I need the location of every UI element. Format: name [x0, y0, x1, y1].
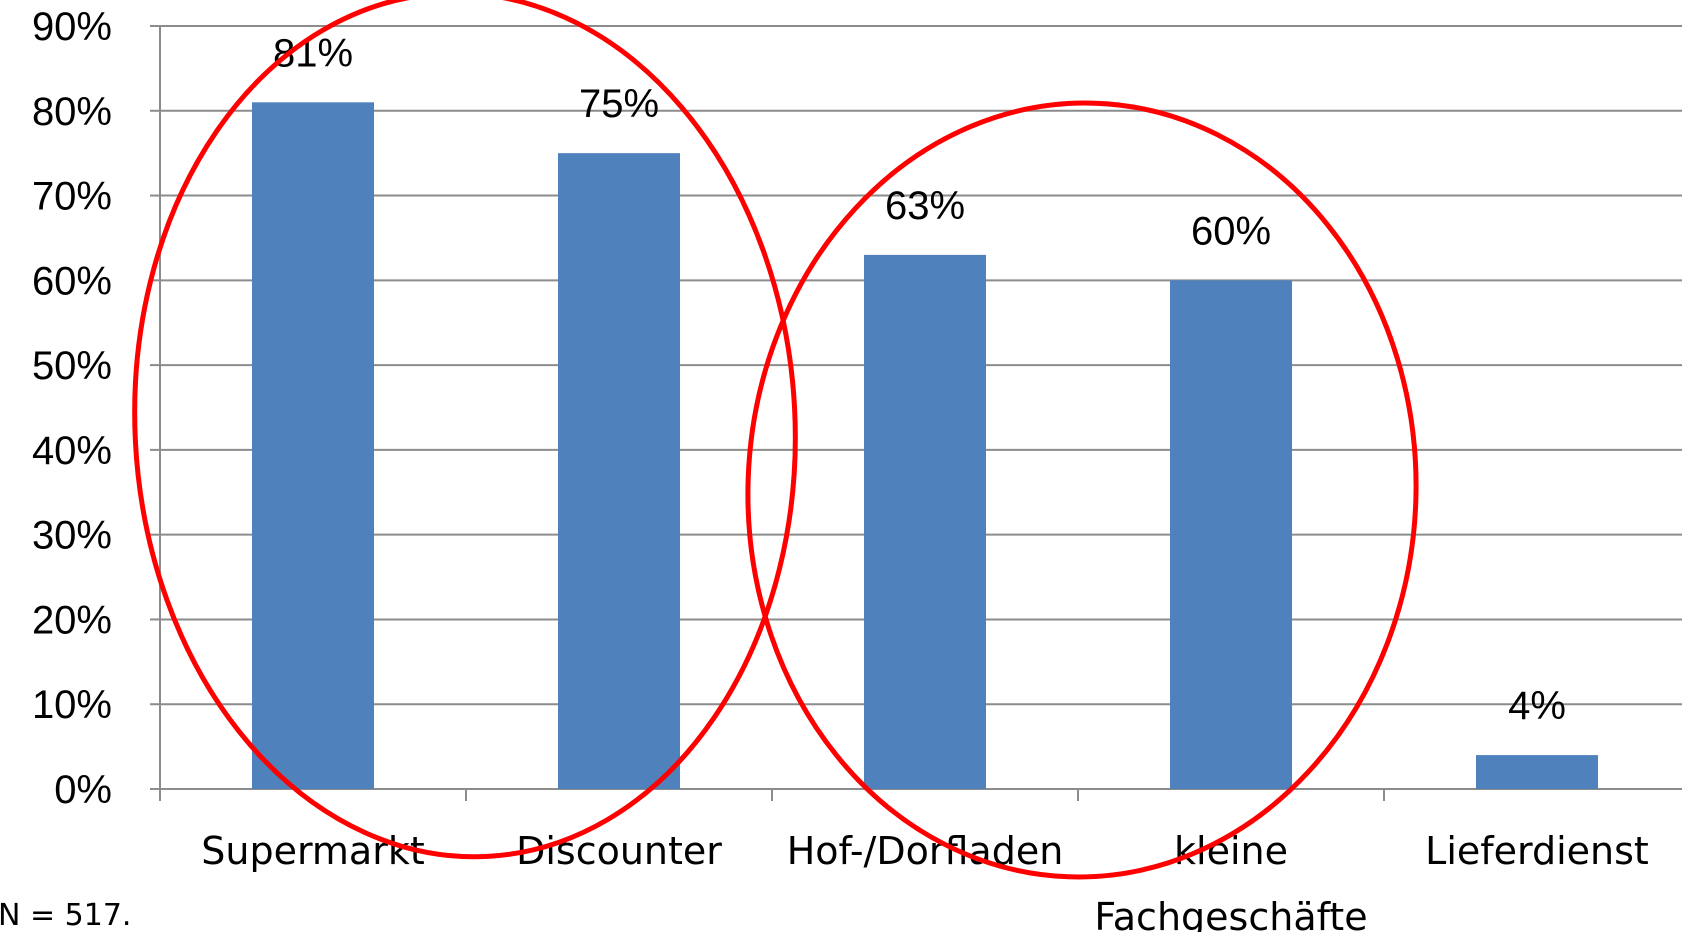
y-tick-label: 50%: [32, 344, 112, 388]
x-tick-label: Supermarkt: [201, 829, 425, 873]
x-tick-labels: Supermarkt Discounter Hof-/Dorfladen kleine…: [201, 829, 1649, 932]
bar-hof-dorfladen: [864, 254, 986, 789]
y-tick-label: 30%: [32, 514, 112, 558]
x-tick-label: Lieferdienst: [1425, 829, 1649, 873]
highlight-ellipse: [745, 100, 1419, 880]
y-tick-label: 80%: [32, 90, 112, 134]
x-tick-label: Discounter: [516, 829, 722, 873]
data-labels: 81%75%63%60%4%: [273, 31, 1566, 728]
bar-lieferdienst: [1476, 755, 1598, 789]
x-tick-label: Fachgeschäfte: [1094, 895, 1367, 932]
bar-discounter: [558, 153, 680, 789]
data-label: 75%: [579, 82, 659, 126]
bar-kleine-fachgesch-fte: [1170, 280, 1292, 789]
y-tick-label: 70%: [32, 175, 112, 219]
bars: [252, 102, 1598, 790]
y-tick-label: 90%: [32, 5, 112, 49]
highlight-circles: [132, 0, 1419, 880]
y-tick-label: 10%: [32, 683, 112, 727]
y-tick-labels: 0% 10% 20% 30% 40% 50% 60% 70% 80% 90%: [32, 5, 112, 812]
data-label: 63%: [885, 184, 965, 228]
bar-supermarkt: [252, 102, 374, 790]
y-tick-label: 20%: [32, 598, 112, 642]
y-tick-label: 0%: [54, 768, 112, 812]
data-label: 4%: [1508, 684, 1566, 728]
highlight-ellipse: [132, 0, 798, 860]
y-tick-label: 60%: [32, 259, 112, 303]
sample-size-note: N = 517.: [0, 898, 131, 932]
y-tick-label: 40%: [32, 429, 112, 473]
data-label: 60%: [1191, 209, 1271, 253]
